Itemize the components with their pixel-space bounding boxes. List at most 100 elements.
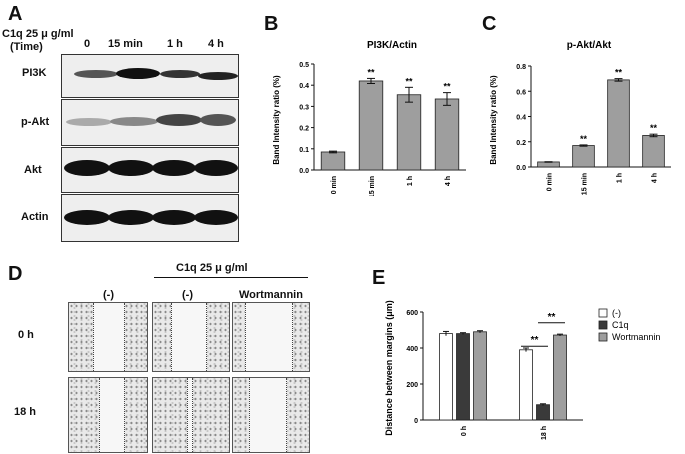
column-label-control: (-) [103,289,114,301]
band [66,118,112,126]
legend-swatch [598,332,608,342]
x-tick-label: 15 min [369,176,376,196]
panel-a-label: A [8,3,23,25]
band [74,70,118,78]
wound-gap [93,303,125,371]
wound-gap [245,303,293,371]
row-label-18h: 18 h [14,406,37,418]
y-tick-label: 0.5 [299,62,309,69]
bars-group: 0.0 0.2 0.4 0.6 0.8 0 min ** 15 min ** 1 h ** 4 h [516,64,671,195]
bar [434,98,460,171]
bars-group: 0.0 0.1 0.2 0.3 0.4 0.5 0 min ** 15 min ** 1 h ** 4 … [299,62,466,196]
row-label-actin: Actin [21,211,49,223]
treatment-bracket-line [154,277,308,278]
x-tick-label: 1 h [407,176,414,186]
chart-title: p-Akt/Akt [567,40,612,51]
chart-title: PI3K/Actin [367,40,417,51]
bar [456,333,470,421]
y-tick-label: 0.8 [516,64,526,71]
timepoint-label-4h: 4 h [208,38,224,50]
band [152,210,196,225]
y-tick-label: 0.0 [516,165,526,172]
bar [320,151,346,171]
column-label-c1q: (-) [182,289,193,301]
band [64,210,110,225]
y-tick-label: 0.0 [299,168,309,175]
y-tick-label: 0.1 [299,147,309,154]
y-tick-label: 0.2 [516,140,526,147]
wound-gap [99,378,125,452]
y-tick-label: 0.6 [516,89,526,96]
y-axis-label: Band Intensity ratio (%) [489,75,498,165]
significance-label: ** [650,123,658,133]
micrograph-18h-wortmannin [232,377,310,453]
y-tick-label: 0.3 [299,104,309,111]
y-tick-label: 0.2 [299,126,309,133]
y-tick-label: 0 [414,418,418,425]
bar [536,404,550,421]
legend-swatch [598,320,608,330]
chart-pakt-akt: p-Akt/Akt Band Intensity ratio (%) 0.0 0.… [489,40,671,195]
significance-label: ** [615,68,623,78]
legend-label: (-) [612,308,621,318]
y-tick-label: 200 [406,382,418,389]
legend: (-) C1q Wortmannin [598,308,660,342]
significance-label: ** [405,76,413,86]
legend-label: C1q [612,320,629,330]
row-label-pi3k: PI3K [22,67,47,79]
timepoint-label-1h: 1 h [167,38,183,50]
bars-group: 0 200 400 600 0 h 18 h ** ** [406,310,583,440]
chart-pi3k-actin: PI3K/Actin Band Intensity ratio (%) 0.0 0… [272,40,466,196]
row-label-pakt: p-Akt [21,116,50,128]
blot-pi3k [61,54,239,98]
x-tick-label: 0 h [461,426,468,436]
bar [473,331,487,421]
y-tick-label: 400 [406,346,418,353]
band [156,114,202,126]
band [160,70,200,78]
panel-d-label: D [8,263,23,285]
band [108,160,154,176]
band [152,160,196,176]
significance-label: ** [580,134,588,144]
wound-gap [249,378,287,452]
y-axis-label: Band Intensity ratio (%) [272,75,281,165]
bar [358,80,384,171]
x-tick-label: 0 min [331,176,338,194]
band [194,210,238,225]
blot-akt [61,147,239,193]
row-label-0h: 0 h [18,329,34,341]
blot-actin [61,194,239,242]
x-tick-label: 1 h [617,173,624,183]
wound-gap [187,378,193,452]
panel-a-time-label: (Time) [10,41,43,53]
bar [642,135,665,168]
bar [537,161,560,168]
bar [439,333,453,421]
band [116,68,160,79]
micrograph-0h-c1q [152,302,230,372]
x-tick-label: 18 h [541,426,548,440]
band [108,210,154,225]
micrograph-18h-c1q [152,377,230,453]
legend-label: Wortmannin [612,332,660,342]
panel-e-label: E [372,267,386,289]
column-label-wortmannin: Wortmannin [239,289,303,301]
x-tick-label: 0 min [547,173,554,191]
panel-c-label: C [482,13,497,35]
y-tick-label: 0.4 [516,115,526,122]
bar [607,79,630,168]
significance-label: ** [443,82,451,92]
band [64,160,110,176]
band [194,160,238,176]
band [198,72,238,80]
bar [553,334,567,421]
bar [396,94,422,171]
panel-b-label: B [264,13,279,35]
panel-a-treatment-label: C1q 25 μ g/ml [2,28,74,40]
significance-label: ** [367,67,375,77]
chart-wound-distance: Distance between margins (μm) 0 200 400 600… [384,300,660,440]
blot-pakt [61,99,239,146]
timepoint-label-0: 0 [84,38,91,50]
micrograph-0h-control [68,302,148,372]
